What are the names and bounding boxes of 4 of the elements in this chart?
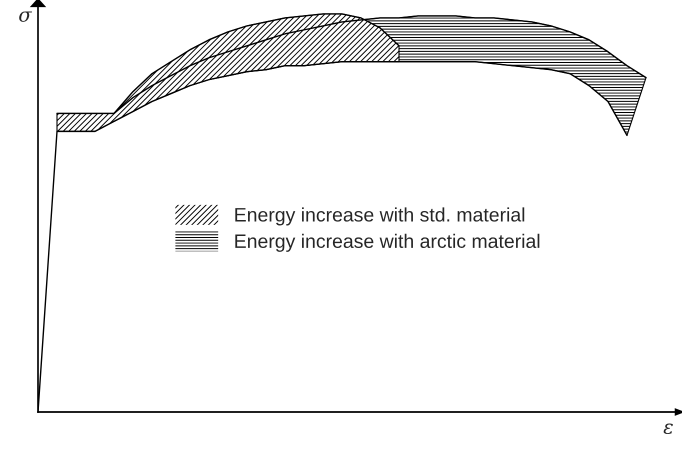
legend-label: Energy increase with arctic material [235, 234, 540, 252]
legend-label: Energy increase with std. material [235, 207, 524, 226]
x-axis-title: ε [664, 423, 673, 434]
y-axis-title: σ [19, 12, 32, 22]
